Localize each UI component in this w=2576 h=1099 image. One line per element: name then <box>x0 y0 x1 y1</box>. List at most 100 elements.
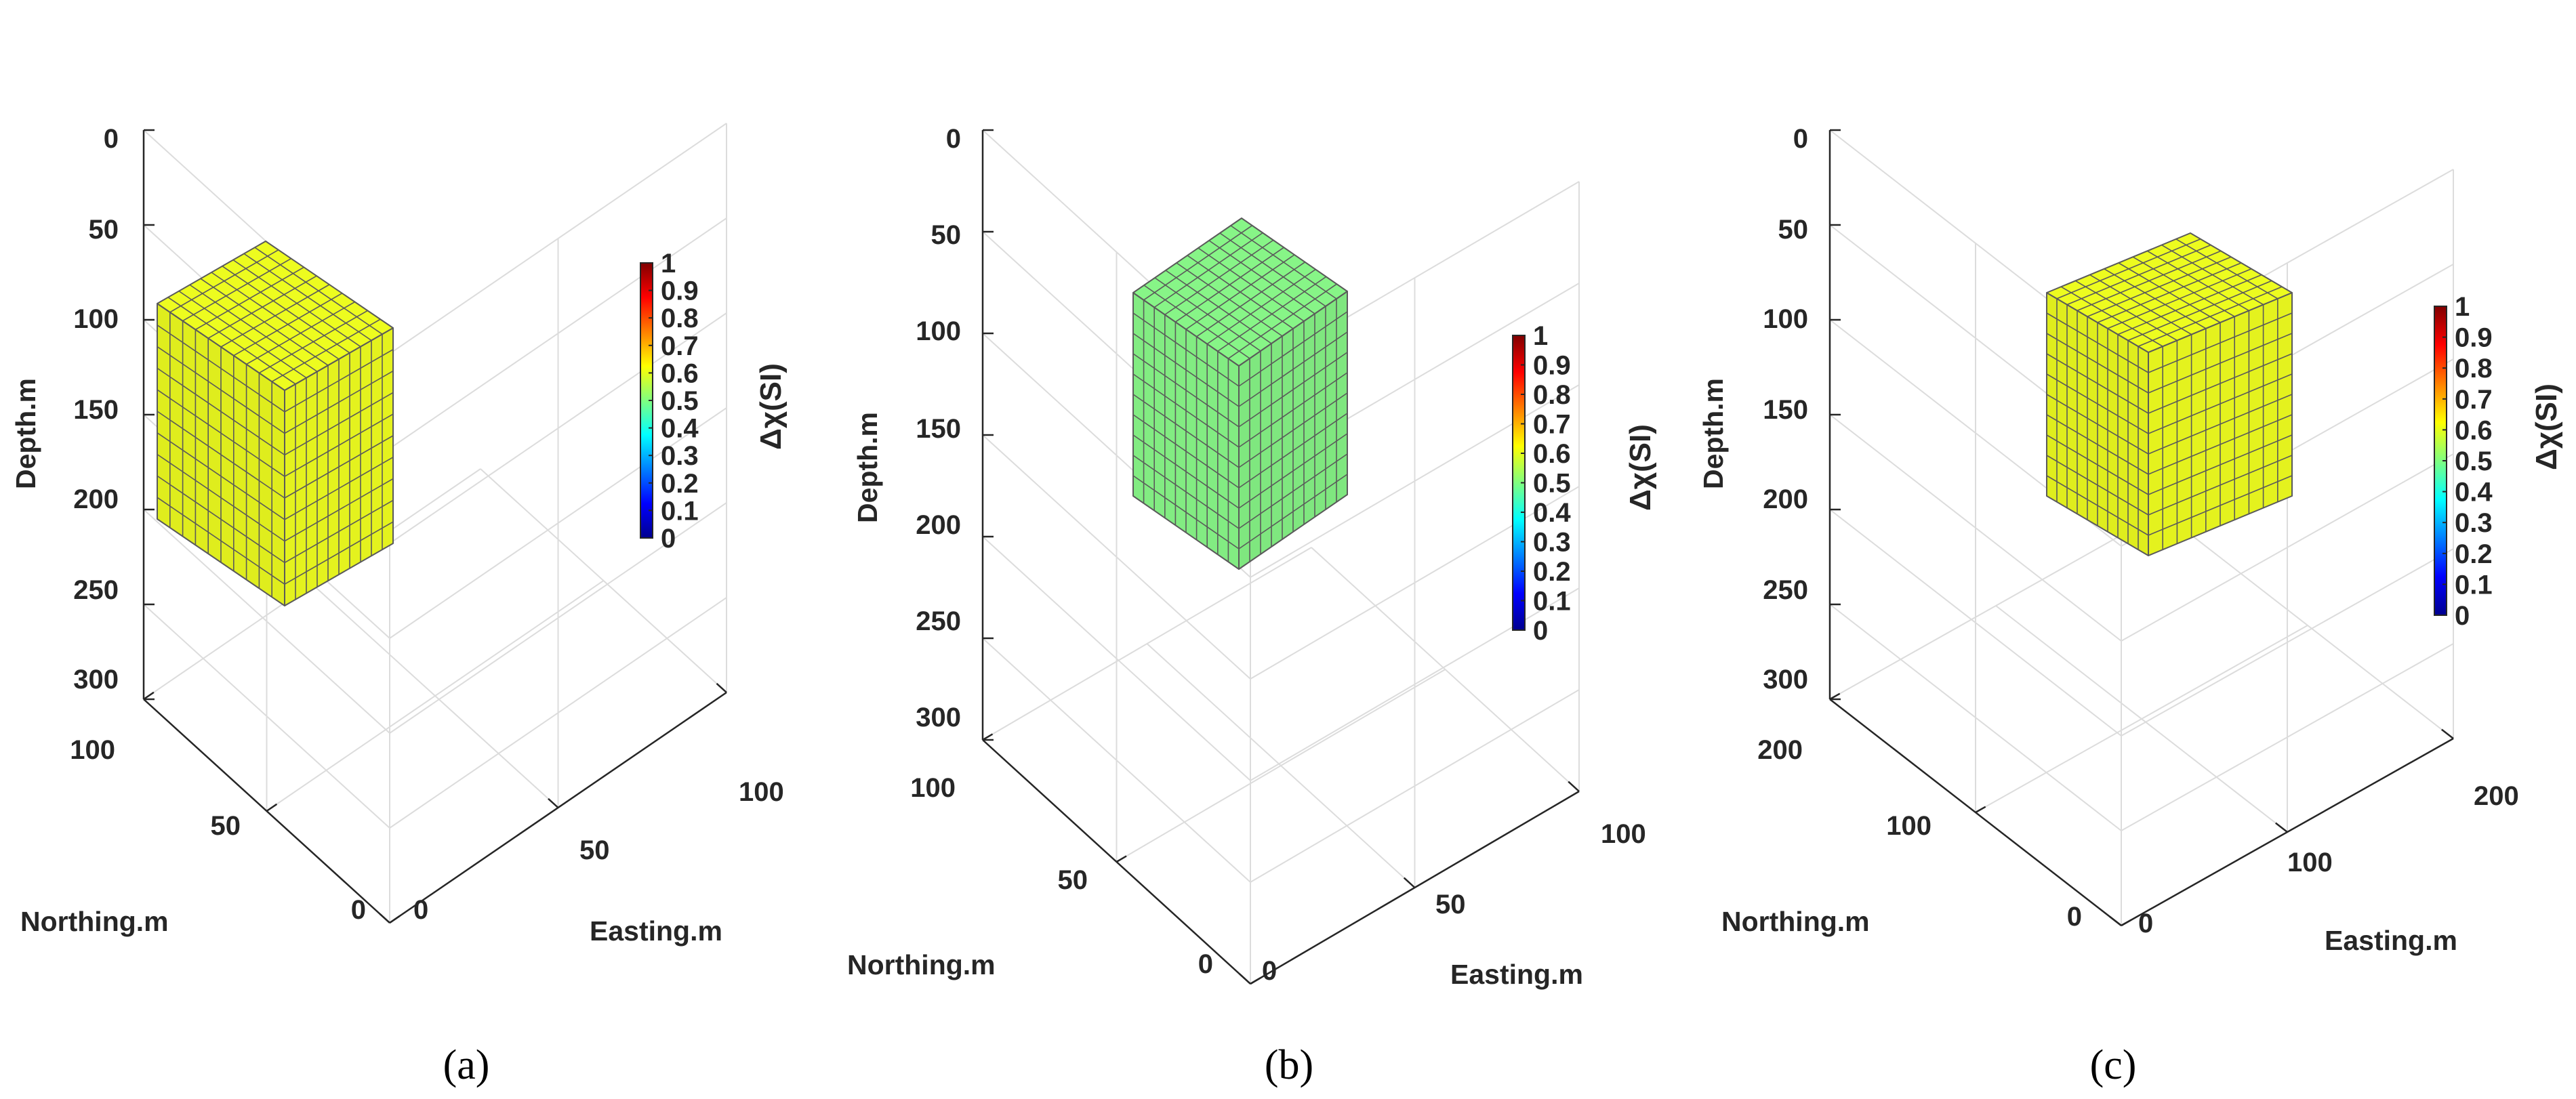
voxel-gridline <box>2146 250 2249 312</box>
voxel-gridline <box>195 266 304 331</box>
panel-c-northing-ticks: 200 100 0 <box>1757 735 2082 932</box>
colorbar-tick-label: 0.6 <box>661 358 699 388</box>
northing-tick-mark <box>2121 919 2132 927</box>
panel-a-easting-ticks: 0 50 100 <box>413 777 784 925</box>
colorbar-tick-label: 0.4 <box>2455 478 2493 507</box>
voxel-gridline <box>2148 475 2293 536</box>
voxel-gridline <box>1132 434 1240 509</box>
easting-tick: 100 <box>1601 819 1646 849</box>
voxel-gridline <box>1174 247 1284 323</box>
colorbar-tick-label: 0.9 <box>1533 351 1571 381</box>
colorbar-tick-label: 0.1 <box>1533 587 1571 617</box>
depth-tick: 0 <box>104 124 119 154</box>
voxel-gridline <box>2118 262 2221 323</box>
depth-tick: 150 <box>1763 395 1808 425</box>
depth-tick: 300 <box>916 703 961 732</box>
panel-a: 0 50 100 150 200 250 300 100 50 0 0 50 1… <box>10 123 788 1088</box>
colorbar-tick-label: 0.3 <box>1533 528 1571 558</box>
voxel-gridline <box>2148 455 2293 516</box>
northing-tick: 50 <box>211 811 241 841</box>
colorbar-tick-label: 0.7 <box>661 331 699 361</box>
depth-tick: 250 <box>1763 575 1808 605</box>
voxel-gridline <box>157 453 285 542</box>
colorbar-tick-label: 1 <box>661 249 676 278</box>
easting-tick: 100 <box>739 777 784 807</box>
colorbar-tick-label: 0.2 <box>2455 539 2493 569</box>
voxel-gridline <box>2161 244 2264 306</box>
panel-c-xlabel: Easting.m <box>2325 925 2457 956</box>
easting-tick: 0 <box>2138 909 2153 938</box>
depth-tick: 250 <box>916 606 961 636</box>
panel-a-label: (a) <box>443 1042 490 1088</box>
colorbar-tick-label: 0.7 <box>2455 385 2493 415</box>
northing-tick: 50 <box>1058 865 1088 895</box>
voxel-gridline <box>1143 225 1253 301</box>
voxel-gridline <box>157 497 285 585</box>
voxel-gridline <box>2066 244 2211 306</box>
panel-c: 0 50 100 150 200 250 300 200 100 0 0 100… <box>1698 124 2563 1088</box>
voxel-gridline <box>1238 474 1348 550</box>
voxel-gridline <box>1238 433 1348 509</box>
voxel-gridline <box>2077 250 2222 312</box>
northing-tick: 100 <box>910 773 956 803</box>
panel-a-zlabel: Depth.m <box>10 378 41 489</box>
voxel-gridline <box>1230 225 1337 299</box>
panel-c-block <box>2046 232 2293 556</box>
voxel-gridline <box>1132 394 1240 468</box>
colorbar-tick-label: 0.6 <box>2455 415 2493 445</box>
northing-tick-mark <box>1975 806 1986 814</box>
floor-gridline <box>1116 669 1446 863</box>
voxel-gridline <box>1132 475 1240 550</box>
voxel-gridline <box>207 275 317 339</box>
voxel-gridline <box>284 457 394 520</box>
colorbar-tick-label: 0.1 <box>2455 570 2493 600</box>
voxel-gridline <box>2046 475 2149 536</box>
panel-b-easting-ticks: 0 50 100 <box>1262 819 1646 986</box>
depth-tick: 0 <box>946 124 961 154</box>
panel-a-northing-ticks: 100 50 0 <box>70 735 366 925</box>
easting-tick-mark <box>1239 973 1251 984</box>
voxel-gridline <box>2175 239 2278 299</box>
floor-gridline <box>1829 512 2163 700</box>
northing-tick: 0 <box>351 895 366 925</box>
easting-tick: 100 <box>2287 848 2333 877</box>
colorbar-tick-label: 0 <box>2455 601 2470 631</box>
voxel-gridline <box>1164 239 1274 316</box>
panel-c-ylabel: Northing.m <box>1721 906 1870 937</box>
northing-tick-mark <box>982 733 994 741</box>
panel-c-depth-ticks: 0 50 100 150 200 250 300 <box>1763 124 1808 694</box>
northing-tick: 100 <box>70 735 115 765</box>
depth-tick: 50 <box>931 220 962 250</box>
colorbar-tick-label: 0 <box>661 524 676 554</box>
voxel-gridline <box>1185 254 1295 330</box>
floor-gridline <box>1975 625 2308 813</box>
voxel-gridline <box>284 521 394 585</box>
panel-c-easting-ticks: 0 100 200 <box>2138 781 2519 938</box>
colorbar-tick-label: 0.4 <box>661 414 699 444</box>
colorbar-tick-label: 0.3 <box>2455 508 2493 538</box>
colorbar-tick-label: 0.2 <box>1533 557 1571 587</box>
easting-tick-mark <box>2441 728 2454 739</box>
colorbar-tick-label: 0.5 <box>661 386 699 416</box>
colorbar-tick-label: 0.9 <box>2455 323 2493 353</box>
panel-b-label: (b) <box>1265 1042 1313 1088</box>
colorbar-tick-label: 0.7 <box>1533 410 1571 440</box>
voxel-gridline <box>2148 394 2293 455</box>
voxel-gridline <box>2046 434 2149 495</box>
voxel-gridline <box>284 478 394 542</box>
easting-tick-mark <box>379 913 390 924</box>
voxel-gridline <box>1198 247 1305 322</box>
northing-tick-mark <box>143 691 155 701</box>
voxel-gridline <box>2132 256 2235 317</box>
voxel-gridline <box>157 432 285 520</box>
northing-tick-mark <box>389 915 401 924</box>
northing-tick: 0 <box>2067 902 2082 932</box>
northing-tick-mark <box>1116 855 1127 863</box>
floor-gridline <box>982 547 1312 741</box>
easting-tick: 50 <box>1435 890 1466 919</box>
floor-gridline <box>266 580 605 812</box>
voxel-gridline <box>169 249 279 313</box>
panel-c-zlabel: Depth.m <box>1698 378 1729 489</box>
voxel-gridline <box>157 475 285 564</box>
